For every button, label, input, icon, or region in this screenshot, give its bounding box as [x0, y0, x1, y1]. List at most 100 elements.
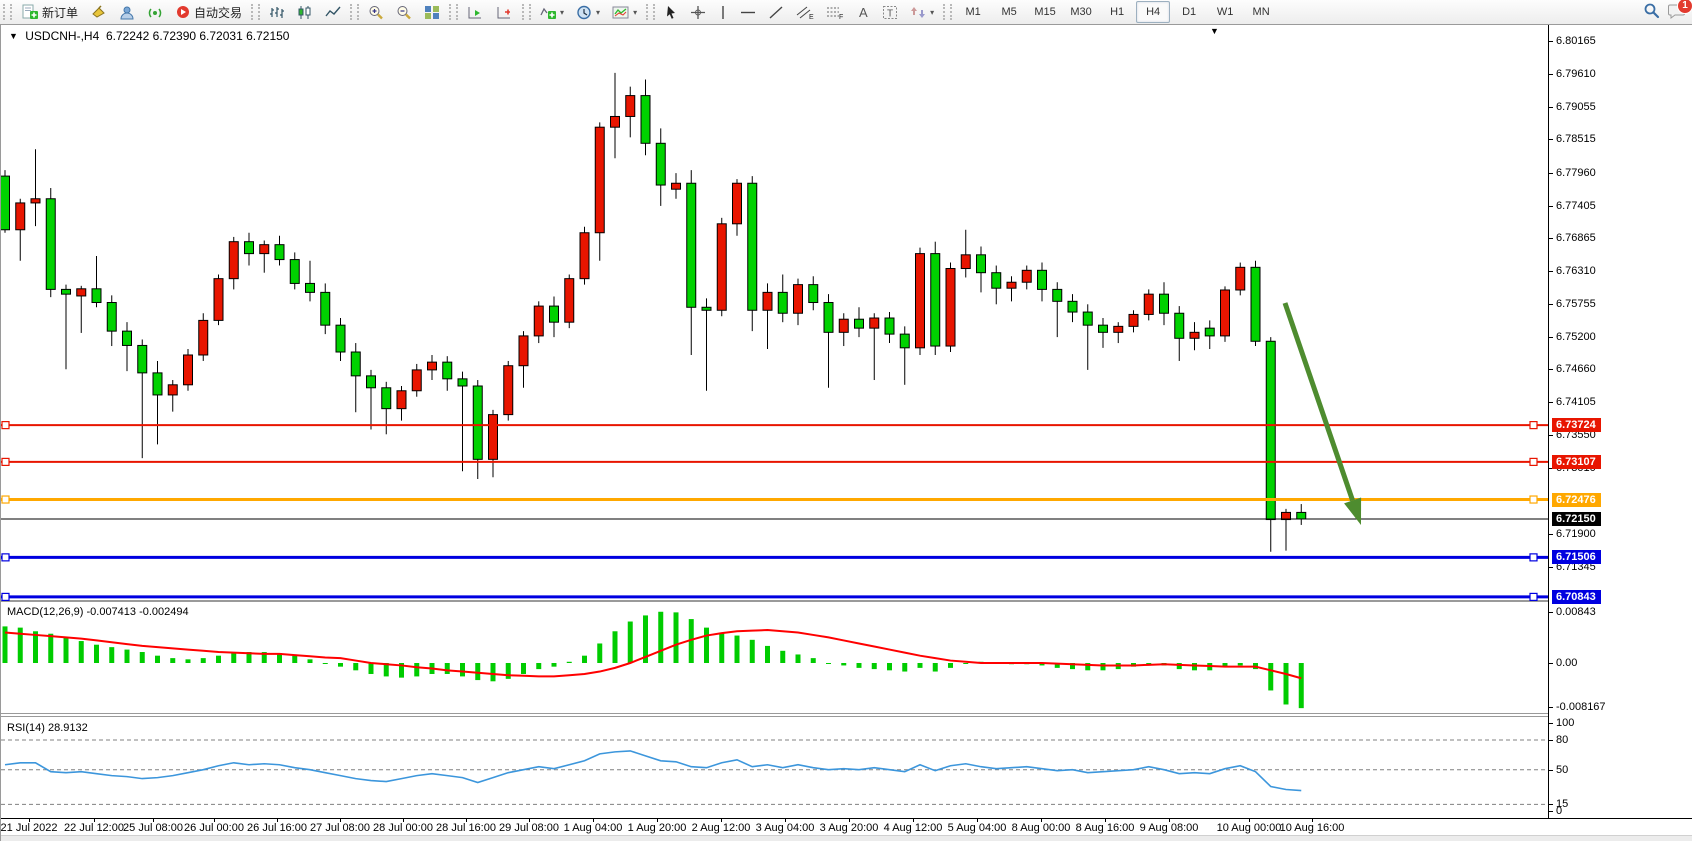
price-tick-label: 6.79610 [1556, 68, 1596, 81]
time-tick-label: 10 Aug 16:00 [1279, 822, 1345, 834]
price-tick-label: 6.73550 [1556, 429, 1596, 442]
channel-icon: E [796, 5, 814, 20]
time-tick-mark [1041, 819, 1042, 822]
toolbar-grip[interactable] [3, 4, 12, 20]
timeframe-m15[interactable]: M15 [1034, 6, 1056, 18]
candles-layer [1, 72, 1307, 552]
horizontal-lines-layer[interactable] [1, 421, 1548, 602]
indicators-button[interactable]: ▾ [535, 1, 569, 23]
time-tick-mark [153, 819, 154, 822]
macd-label: MACD(12,26,9) -0.007413 -0.002494 [7, 606, 189, 618]
auto-scroll-button[interactable] [462, 1, 489, 23]
timeframe-m30[interactable]: M30 [1070, 6, 1092, 18]
timeframe-m5[interactable]: M5 [1001, 6, 1017, 18]
time-tick-label: 3 Aug 04:00 [755, 822, 815, 834]
templates-button[interactable]: ▾ [607, 1, 642, 23]
trendline-icon [768, 5, 784, 20]
horizontal-line-button[interactable] [735, 1, 761, 23]
time-tick-label: 25 Jul 08:00 [123, 822, 183, 834]
time-tick-mark [913, 819, 914, 822]
candlestick-chart-button[interactable] [292, 1, 318, 23]
trend-arrow[interactable] [1282, 302, 1362, 525]
periods-button[interactable]: ▾ [571, 1, 605, 23]
time-tick-label: 8 Aug 16:00 [1075, 822, 1135, 834]
indicators-icon [540, 5, 557, 20]
chart-shift-marker[interactable]: ▼ [1210, 26, 1219, 36]
price-tick-label: 6.71900 [1556, 527, 1596, 540]
price-tick-mark [1549, 41, 1553, 43]
main-toolbar: 新订单 自动交易 ▾ ▾ ▾ E F A T ▾ M1 M5 M15 M30 H1 H4 D1 W1 MN 1 [0, 0, 1692, 25]
chart-shift-button[interactable] [491, 1, 518, 23]
chart-window[interactable]: ▼ USDCNH-,H4 6.72242 6.72390 6.72031 6.7… [0, 24, 1692, 841]
price-tick-mark [1549, 435, 1553, 437]
time-tick-label: 26 Jul 00:00 [184, 822, 244, 834]
collapse-triangle-icon[interactable]: ▼ [9, 31, 18, 41]
price-chart-canvas[interactable] [1, 25, 1548, 818]
autotrade-button[interactable]: 自动交易 [170, 1, 247, 23]
shapes-icon [910, 5, 926, 20]
trendline-button[interactable] [763, 1, 789, 23]
zoom-out-button[interactable] [391, 1, 417, 23]
bar-chart-button[interactable] [264, 1, 290, 23]
line-chart-icon [325, 5, 341, 20]
timeframe-h1[interactable]: H1 [1110, 6, 1125, 18]
price-tick-mark [1549, 270, 1553, 272]
toolbar-grip[interactable] [449, 4, 459, 20]
candlestick-icon [297, 5, 313, 20]
fibonacci-button[interactable]: F [821, 1, 849, 23]
notifications-button[interactable]: 1 [1668, 0, 1692, 22]
new-order-button[interactable]: 新订单 [16, 1, 83, 23]
crosshair-button[interactable] [685, 1, 711, 23]
chevron-down-icon: ▾ [560, 7, 565, 17]
toolbar-grip[interactable] [251, 4, 261, 20]
signals-button[interactable] [142, 1, 168, 23]
timeframe-mn[interactable]: MN [1252, 6, 1270, 18]
svg-text:T: T [887, 8, 893, 19]
vertical-line-button[interactable] [713, 1, 733, 23]
community-button[interactable] [114, 1, 140, 23]
macd-tick-label: 0.00 [1556, 657, 1578, 669]
cursor-button[interactable] [659, 1, 683, 23]
price-badge: 6.72476 [1552, 492, 1601, 507]
rsi-level-lines [1, 739, 1548, 805]
signal-icon [147, 5, 163, 20]
time-tick-label: 8 Aug 00:00 [1011, 822, 1071, 834]
styles-button[interactable] [85, 1, 112, 23]
rsi-tick-mark [1549, 769, 1553, 771]
rsi-tick-label: 80 [1556, 734, 1569, 746]
zoom-in-button[interactable] [363, 1, 389, 23]
toolbar-grip[interactable] [943, 4, 953, 20]
bar-chart-icon [269, 5, 285, 20]
price-tick-mark [1549, 139, 1553, 141]
panel-borders [1, 600, 1548, 717]
price-tick-mark [1549, 369, 1553, 371]
search-icon[interactable] [1643, 2, 1660, 22]
zoom-in-icon [368, 5, 384, 20]
time-tick-mark [593, 819, 594, 822]
price-badge: 6.73724 [1552, 418, 1601, 433]
toolbar-grip[interactable] [350, 4, 360, 20]
price-tick-mark [1549, 172, 1553, 174]
rsi-tick-label: 15 [1556, 798, 1569, 811]
shapes-button[interactable]: ▾ [905, 1, 939, 23]
text-button[interactable]: A [851, 1, 875, 23]
time-axis[interactable]: 21 Jul 2022 22 Jul 12:00 25 Jul 08:00 26 Ju… [1, 818, 1692, 836]
timeframe-h4[interactable]: H4 [1136, 1, 1171, 23]
time-tick-label: 28 Jul 00:00 [373, 822, 433, 834]
toolbar-grip[interactable] [646, 4, 656, 20]
time-tick-mark [529, 819, 530, 822]
time-tick-label: 3 Aug 20:00 [819, 822, 879, 834]
tile-windows-button[interactable] [419, 1, 445, 23]
time-tick-label: 26 Jul 16:00 [247, 822, 307, 834]
line-chart-button[interactable] [320, 1, 346, 23]
price-tick-mark [1549, 304, 1553, 305]
timeframe-d1[interactable]: D1 [1182, 6, 1197, 18]
chart-shift-icon [496, 5, 513, 20]
timeframe-m1[interactable]: M1 [965, 6, 981, 18]
channel-button[interactable]: E [791, 1, 819, 23]
crosshair-icon [690, 5, 706, 20]
label-button[interactable]: T [877, 1, 903, 23]
price-axis[interactable]: 6.80165 6.79610 6.79055 6.78515 6.77960 6.774… [1548, 25, 1692, 818]
toolbar-grip[interactable] [522, 4, 532, 20]
timeframe-w1[interactable]: W1 [1216, 6, 1234, 18]
